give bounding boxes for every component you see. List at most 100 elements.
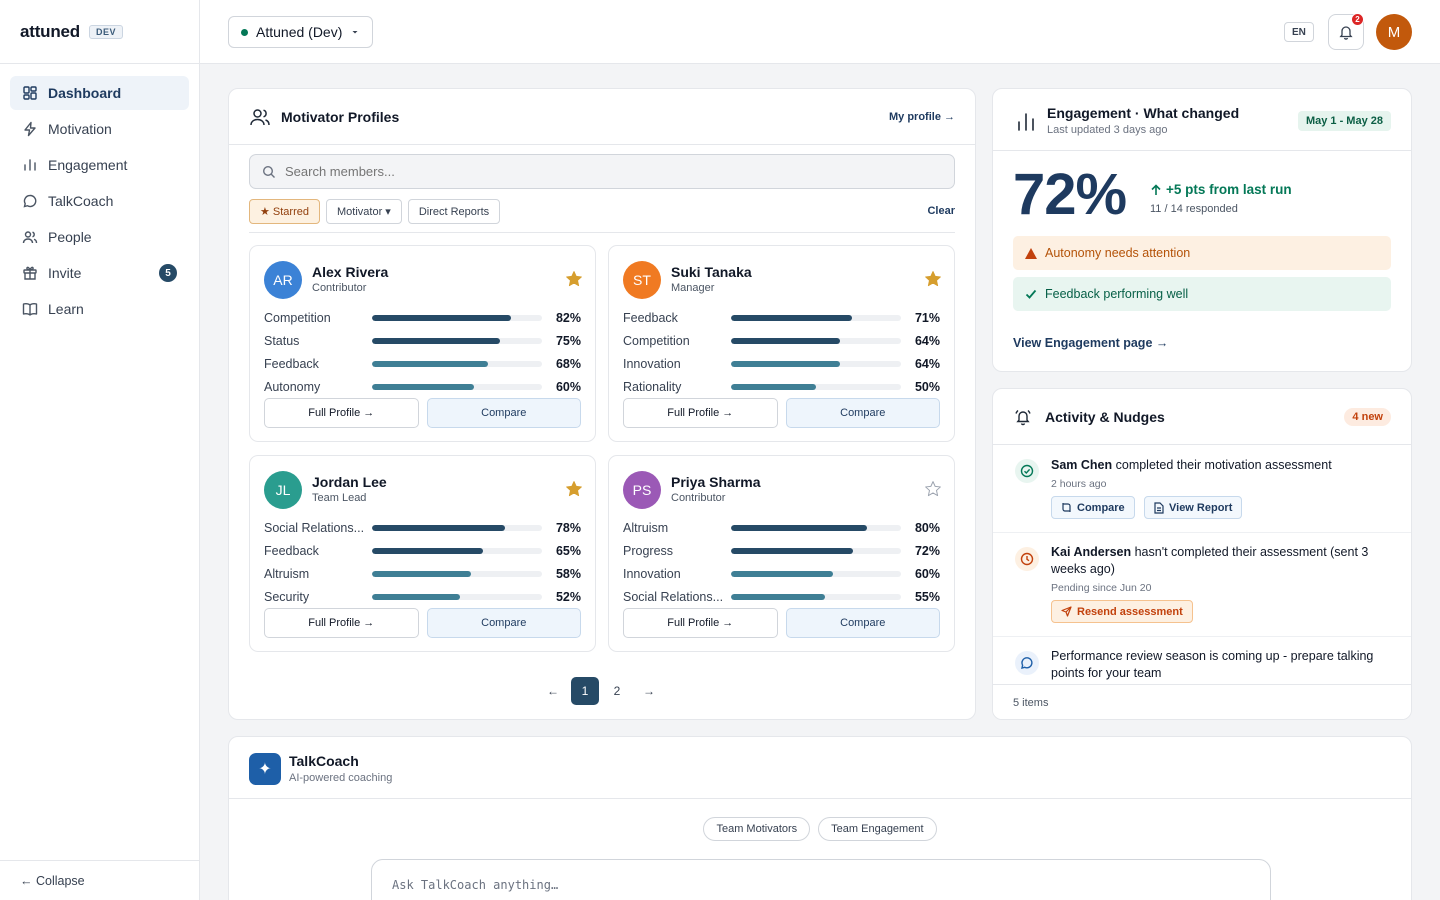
search-input[interactable]	[285, 164, 885, 179]
motivator-value: 50%	[914, 380, 940, 394]
motivator-label: Security	[264, 590, 310, 604]
full-profile-button[interactable]: Full Profile →	[623, 608, 778, 638]
motivator-value: 58%	[555, 567, 581, 581]
star-icon[interactable]	[924, 270, 942, 288]
sidebar-item-label: TalkCoach	[48, 193, 114, 209]
profile-card: ST Suki Tanaka Manager Feedback 71% Competiti…	[608, 245, 955, 442]
star-icon[interactable]	[565, 480, 583, 498]
response-count: 11 / 14 responded	[1150, 203, 1238, 215]
full-profile-button[interactable]: Full Profile →	[623, 398, 778, 428]
motivator-value: 82%	[555, 311, 581, 325]
motivator-row: Progress 72%	[623, 543, 940, 559]
book-icon	[22, 303, 38, 316]
language-selector[interactable]: EN	[1284, 22, 1314, 42]
motivator-bar-fill	[731, 361, 840, 367]
member-name[interactable]: Kai Andersen	[1051, 545, 1132, 559]
chat-bubble-icon	[23, 194, 37, 208]
filter-starred[interactable]: ★ Starred	[249, 199, 320, 224]
page-button[interactable]: 2	[613, 684, 621, 698]
avatar[interactable]: JL	[264, 471, 302, 509]
sidebar-item-learn[interactable]: Learn	[10, 292, 189, 326]
motivator-label: Feedback	[623, 311, 678, 325]
member-name[interactable]: Jordan Lee	[312, 474, 387, 490]
filter-direct-reports[interactable]: Direct Reports	[407, 199, 501, 224]
full-profile-button[interactable]: Full Profile →	[264, 608, 419, 638]
sidebar-item-motivation[interactable]: Motivation	[10, 112, 189, 146]
activity-text[interactable]: Performance review season is coming up -…	[1051, 649, 1374, 680]
attention-alert[interactable]: Autonomy needs attention	[1013, 236, 1391, 270]
motivator-value: 55%	[914, 590, 940, 604]
star-icon[interactable]	[565, 270, 583, 288]
page-button[interactable]: 1	[571, 677, 599, 705]
motivator-bar-fill	[731, 594, 825, 600]
member-role: Manager	[671, 282, 715, 294]
brand-name[interactable]: attuned	[20, 21, 80, 41]
document-icon	[1154, 501, 1164, 514]
activity-time: 2 hours ago	[1051, 478, 1107, 490]
star-icon[interactable]	[924, 480, 942, 498]
collapse-sidebar-button[interactable]: ← Collapse	[0, 860, 199, 900]
member-name[interactable]: Alex Rivera	[312, 264, 389, 280]
suggestion-chip[interactable]: Team Engagement	[818, 817, 937, 841]
compare-button[interactable]: Compare	[785, 398, 940, 428]
motivator-label: Progress	[623, 544, 674, 558]
motivator-label: Autonomy	[264, 380, 321, 394]
motivator-bar-track	[372, 571, 542, 577]
view-engagement-link[interactable]: View Engagement page →	[1013, 336, 1169, 350]
avatar[interactable]: PS	[623, 471, 661, 509]
positive-alert[interactable]: Feedback performing well	[1013, 277, 1391, 311]
workspace-switcher[interactable]: Attuned (Dev)	[228, 16, 374, 48]
next-page-button[interactable]: →	[643, 684, 655, 698]
bell-icon	[1339, 26, 1353, 40]
score-delta: +5 pts from last run	[1150, 182, 1292, 197]
sidebar-item-label: People	[48, 229, 92, 245]
motivator-row: Competition 64%	[623, 333, 940, 349]
motivator-row: Innovation 60%	[623, 566, 940, 582]
compare-button[interactable]: Compare	[426, 398, 581, 428]
prev-page-button[interactable]: ←	[547, 684, 559, 698]
profile-actions: Full Profile → Compare	[623, 398, 940, 428]
motivator-row: Security 52%	[264, 589, 581, 605]
compare-button[interactable]: Compare	[426, 608, 581, 638]
motivator-value: 60%	[914, 567, 940, 581]
sidebar-item-people[interactable]: People	[10, 220, 189, 254]
user-avatar[interactable]: M	[1376, 14, 1412, 50]
card-header: ✦ TalkCoach AI-powered coaching	[229, 737, 1411, 799]
motivator-bar-fill	[731, 571, 833, 577]
full-profile-button[interactable]: Full Profile →	[264, 398, 419, 428]
sidebar-item-label: Dashboard	[48, 85, 122, 101]
sidebar-item-talkcoach[interactable]: TalkCoach	[10, 184, 189, 218]
motivator-bar-fill	[731, 338, 840, 344]
clear-filters-button[interactable]: Clear	[927, 205, 955, 217]
resend-assessment-button[interactable]: Resend assessment	[1051, 600, 1193, 623]
talkcoach-input[interactable]: Ask TalkCoach anything…	[371, 859, 1271, 900]
compare-button[interactable]: Compare	[1051, 496, 1135, 519]
member-name[interactable]: Suki Tanaka	[671, 264, 752, 280]
profile-actions: Full Profile → Compare	[264, 608, 581, 638]
activity-item: Sam Chen completed their motivation asse…	[993, 445, 1411, 533]
motivator-bar-track	[731, 338, 901, 344]
sidebar-item-dashboard[interactable]: Dashboard	[10, 76, 189, 110]
activity-footer: 5 items	[993, 684, 1411, 719]
filter-motivator[interactable]: Motivator ▾	[326, 199, 402, 224]
motivator-value: 68%	[555, 357, 581, 371]
sidebar-item-engagement[interactable]: Engagement	[10, 148, 189, 182]
compare-button[interactable]: Compare	[785, 608, 940, 638]
avatar[interactable]: ST	[623, 261, 661, 299]
motivator-label: Feedback	[264, 357, 319, 371]
sidebar: attuned DEV Dashboard Motivation Engagem…	[0, 0, 200, 900]
avatar[interactable]: AR	[264, 261, 302, 299]
card-title: Motivator Profiles	[281, 108, 400, 125]
date-range-badge[interactable]: May 1 - May 28	[1297, 111, 1391, 131]
motivator-bar-fill	[372, 315, 512, 321]
sidebar-item-invite[interactable]: Invite 5	[10, 256, 189, 290]
notifications-button[interactable]: 2	[1328, 13, 1364, 50]
my-profile-link[interactable]: My profile →	[888, 110, 955, 123]
member-name[interactable]: Priya Sharma	[671, 474, 761, 490]
view-report-button[interactable]: View Report	[1144, 496, 1243, 519]
motivator-row: Rationality 50%	[623, 379, 940, 395]
motivator-row: Status 75%	[264, 333, 581, 349]
suggestion-chip[interactable]: Team Motivators	[703, 817, 811, 841]
button-label: Resend assessment	[1077, 605, 1183, 618]
member-name[interactable]: Sam Chen	[1051, 458, 1113, 472]
